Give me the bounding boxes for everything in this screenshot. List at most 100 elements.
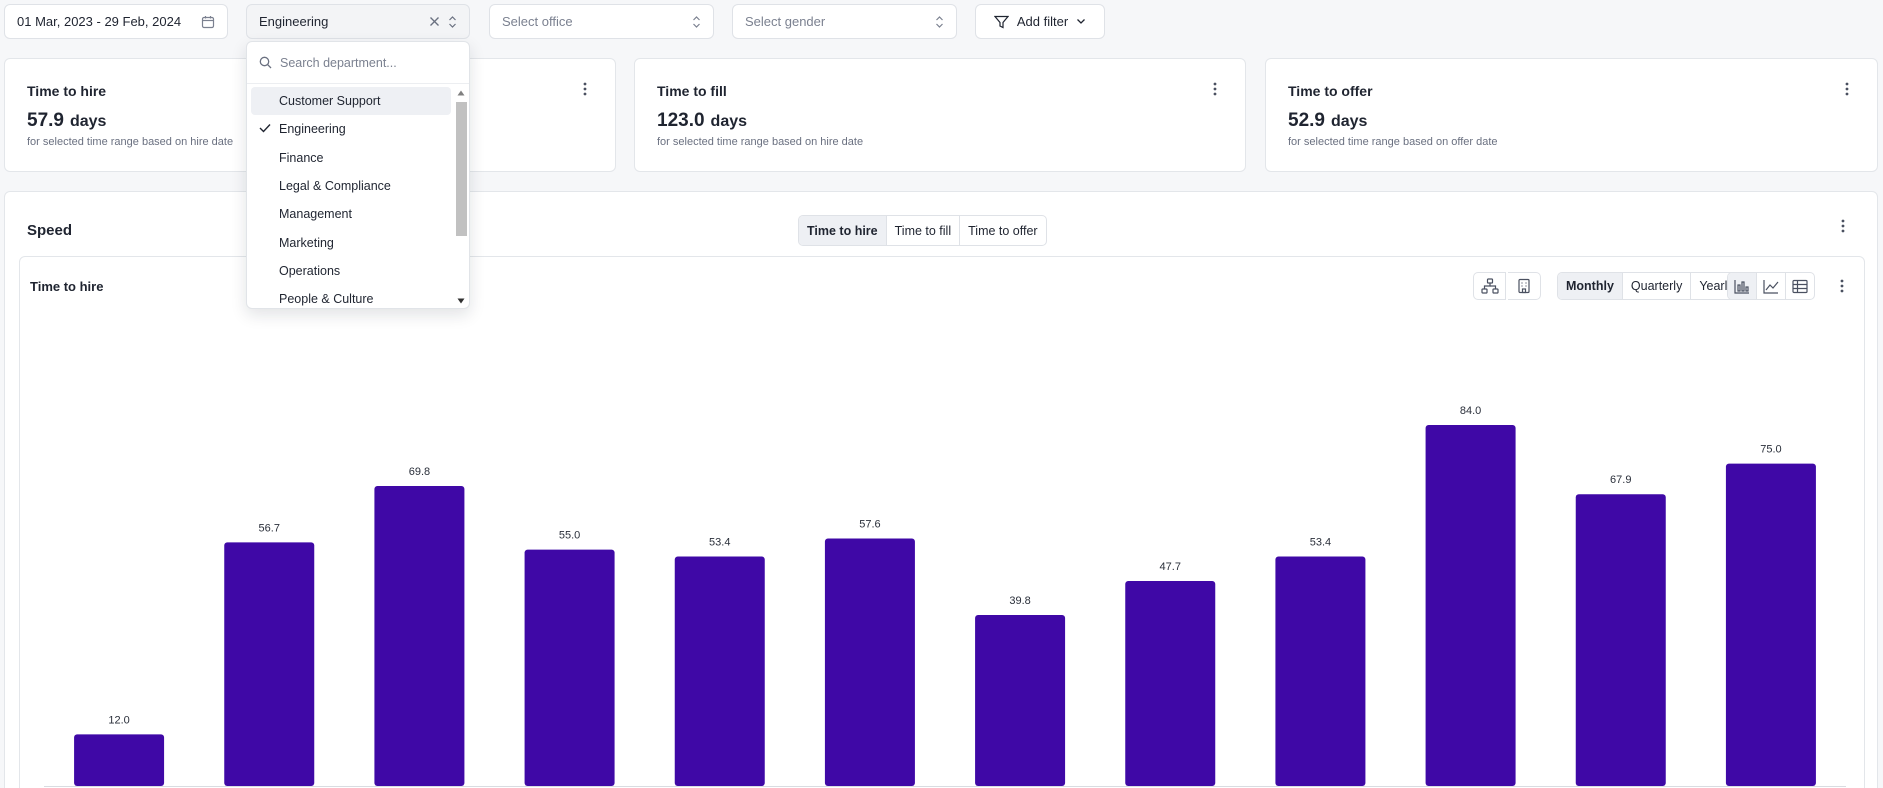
tab-time-to-offer[interactable]: Time to offer bbox=[959, 216, 1045, 245]
chevron-up-down-icon bbox=[935, 15, 944, 29]
bar-jan-2024[interactable] bbox=[1575, 494, 1666, 786]
more-options-icon[interactable] bbox=[1207, 81, 1223, 97]
bar-data-label: 84.0 bbox=[1460, 405, 1481, 417]
kpi-subtitle: for selected time range based on hire da… bbox=[27, 136, 234, 148]
option-label: Legal & Compliance bbox=[279, 179, 391, 194]
kpi-card-time-to-offer: Time to offer 52.9 days for selected time… bbox=[1265, 58, 1878, 172]
scrollbar-thumb[interactable] bbox=[456, 102, 467, 236]
speed-metric-tabs: Time to hire Time to fill Time to offer bbox=[798, 215, 1047, 246]
bar-chart-view-button[interactable] bbox=[1728, 273, 1756, 299]
add-filter-button[interactable]: Add filter bbox=[975, 4, 1105, 39]
kpi-number: 52.9 bbox=[1288, 110, 1325, 131]
dropdown-scrollbar[interactable] bbox=[455, 88, 467, 306]
building-icon bbox=[1517, 278, 1531, 294]
date-range-filter[interactable]: 01 Mar, 2023 - 29 Feb, 2024 bbox=[4, 4, 228, 39]
bar-may-2023[interactable] bbox=[374, 486, 465, 786]
bar-dec-2023[interactable] bbox=[1425, 425, 1516, 786]
bar-data-label: 53.4 bbox=[709, 537, 730, 549]
office-placeholder: Select office bbox=[502, 14, 573, 29]
option-label: People & Culture bbox=[279, 292, 374, 307]
bar-jun-2023[interactable] bbox=[524, 549, 615, 786]
bar-data-label: 39.8 bbox=[1009, 595, 1030, 607]
add-filter-label: Add filter bbox=[1016, 14, 1069, 29]
kpi-value: 57.9 days bbox=[27, 110, 106, 132]
gender-placeholder: Select gender bbox=[745, 14, 826, 29]
kpi-card-time-to-fill: Time to fill 123.0 days for selected time… bbox=[634, 58, 1246, 172]
kpi-subtitle: for selected time range based on hire da… bbox=[657, 136, 864, 148]
department-option[interactable]: Operations bbox=[251, 257, 451, 285]
calendar-icon bbox=[201, 15, 215, 29]
department-filter[interactable]: Engineering bbox=[246, 4, 470, 39]
kpi-value: 52.9 days bbox=[1288, 110, 1367, 132]
chart-view-tabs bbox=[1727, 272, 1815, 300]
kpi-number: 123.0 bbox=[657, 110, 705, 131]
bar-sep-2023[interactable] bbox=[975, 614, 1066, 786]
bar-data-label: 47.7 bbox=[1160, 561, 1181, 573]
department-option[interactable]: Engineering bbox=[251, 115, 451, 143]
date-range-value: 01 Mar, 2023 - 29 Feb, 2024 bbox=[17, 14, 182, 29]
option-label: Engineering bbox=[279, 122, 346, 137]
bar-mar-2023[interactable] bbox=[74, 734, 165, 786]
bar-data-label: 67.9 bbox=[1610, 474, 1631, 486]
more-options-icon[interactable] bbox=[577, 81, 593, 97]
bars-layer: 12.0Mar 202356.7Apr 202369.8May 202355.0… bbox=[44, 405, 1846, 787]
org-structure-button[interactable] bbox=[1473, 272, 1506, 300]
table-view-button[interactable] bbox=[1785, 273, 1814, 299]
tab-time-to-hire[interactable]: Time to hire bbox=[799, 216, 886, 245]
bar-apr-2023[interactable] bbox=[224, 542, 315, 786]
chart-title: Time to hire bbox=[30, 279, 104, 294]
bar-aug-2023[interactable] bbox=[824, 538, 915, 786]
line-chart-icon bbox=[1763, 279, 1779, 294]
more-options-icon[interactable] bbox=[1835, 218, 1851, 234]
option-label: Operations bbox=[279, 263, 341, 278]
kpi-title: Time to hire bbox=[27, 83, 107, 99]
kpi-title: Time to offer bbox=[1288, 83, 1373, 99]
bar-data-label: 56.7 bbox=[259, 522, 280, 534]
more-options-icon[interactable] bbox=[1839, 81, 1855, 97]
bar-nov-2023[interactable] bbox=[1275, 556, 1366, 786]
department-option[interactable]: Finance bbox=[251, 144, 451, 172]
department-option[interactable]: Customer Support bbox=[251, 87, 451, 116]
department-option[interactable]: Management bbox=[251, 200, 451, 228]
kpi-title: Time to fill bbox=[657, 83, 727, 99]
bar-data-label: 53.4 bbox=[1310, 537, 1331, 549]
kpi-unit: days bbox=[69, 113, 107, 130]
tab-monthly[interactable]: Monthly bbox=[1558, 273, 1622, 299]
tab-yearly[interactable]: Yearly bbox=[1690, 273, 1741, 299]
scroll-up-arrow-icon[interactable] bbox=[457, 90, 465, 96]
kpi-subtitle: for selected time range based on offer d… bbox=[1288, 136, 1498, 148]
check-icon bbox=[259, 123, 271, 133]
bar-jul-2023[interactable] bbox=[674, 556, 765, 786]
line-chart-view-button[interactable] bbox=[1756, 273, 1785, 299]
more-options-icon[interactable] bbox=[1834, 278, 1850, 294]
time-to-hire-bar-chart: 12.0Mar 202356.7Apr 202369.8May 202355.0… bbox=[44, 405, 1846, 787]
search-icon bbox=[259, 56, 272, 69]
scroll-down-arrow-icon[interactable] bbox=[457, 298, 465, 304]
bar-oct-2023[interactable] bbox=[1125, 581, 1216, 786]
chevron-up-down-icon bbox=[448, 15, 457, 29]
clear-icon[interactable] bbox=[429, 16, 440, 27]
tab-quarterly[interactable]: Quarterly bbox=[1621, 273, 1690, 299]
department-list: Customer Support Engineering Finance Leg… bbox=[251, 87, 451, 308]
department-search-input[interactable] bbox=[280, 55, 450, 70]
office-breakdown-button[interactable] bbox=[1508, 272, 1541, 300]
kpi-number: 57.9 bbox=[27, 110, 64, 131]
chevron-down-icon bbox=[1076, 18, 1086, 25]
tab-time-to-fill[interactable]: Time to fill bbox=[885, 216, 960, 245]
bar-feb-2024[interactable] bbox=[1725, 463, 1816, 786]
office-filter[interactable]: Select office bbox=[489, 4, 714, 39]
kpi-unit: days bbox=[710, 113, 748, 130]
bar-data-label: 75.0 bbox=[1760, 444, 1781, 456]
gender-filter[interactable]: Select gender bbox=[732, 4, 957, 39]
bar-data-label: 55.0 bbox=[559, 530, 580, 542]
department-option[interactable]: Marketing bbox=[251, 228, 451, 256]
org-chart-icon bbox=[1480, 278, 1499, 294]
department-option[interactable]: People & Culture bbox=[251, 285, 451, 308]
table-icon bbox=[1792, 279, 1808, 294]
department-dropdown: Customer Support Engineering Finance Leg… bbox=[246, 41, 470, 309]
bar-data-label: 69.8 bbox=[409, 466, 430, 478]
bar-chart-icon bbox=[1734, 279, 1750, 294]
option-label: Marketing bbox=[279, 235, 334, 250]
department-value: Engineering bbox=[259, 14, 329, 29]
department-option[interactable]: Legal & Compliance bbox=[251, 172, 451, 200]
